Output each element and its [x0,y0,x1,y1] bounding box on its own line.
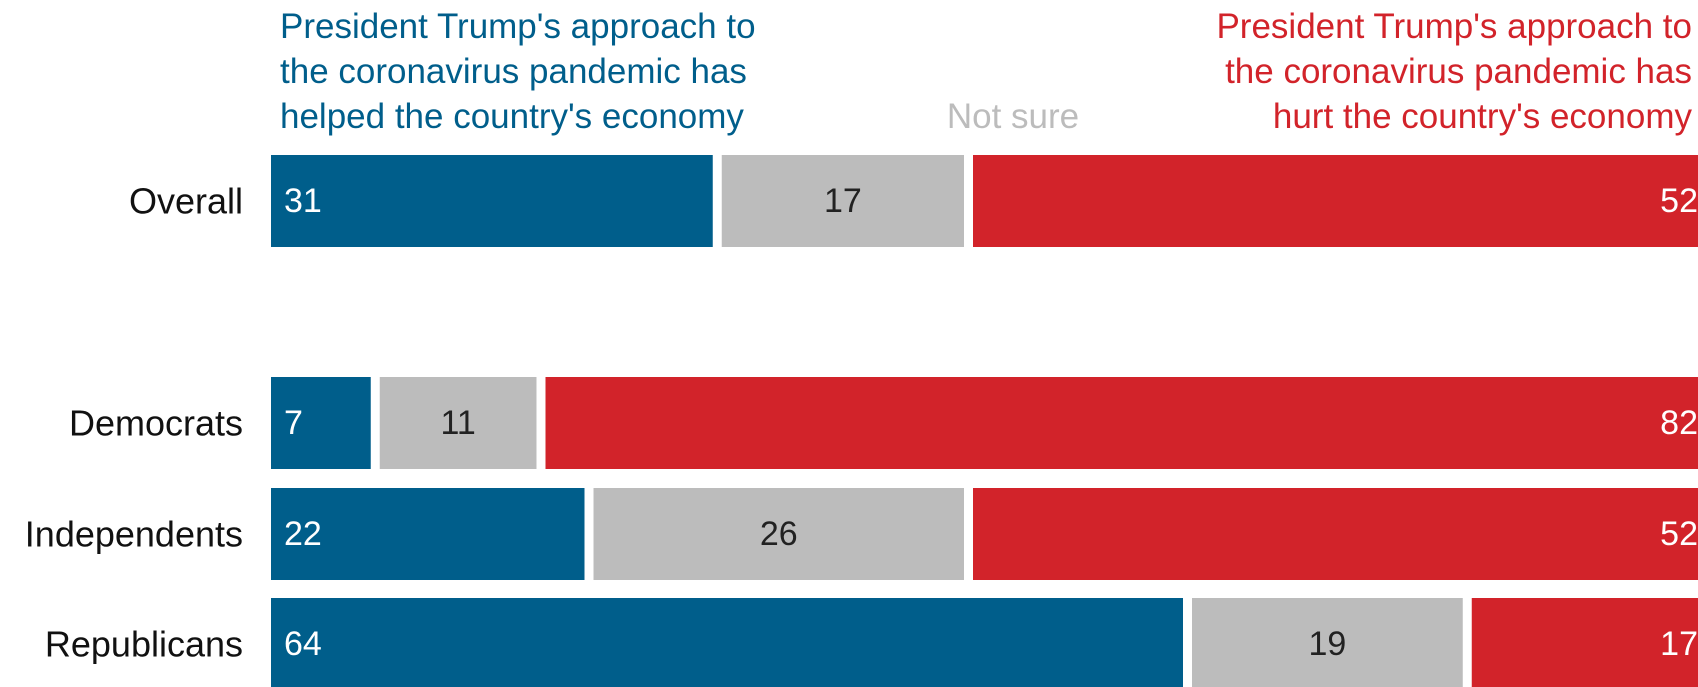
legend-helped: President Trump's approach to the corona… [280,4,840,139]
category-label-overall: Overall [129,181,243,222]
bar-republicans-series-1 [1192,598,1463,687]
legend-hurt-line-1: President Trump's approach to [1216,7,1692,46]
bar-democrats-series-2 [545,377,1698,469]
value-label-democrats-series-0: 7 [284,404,303,442]
bar-democrats-series-0 [271,377,371,469]
value-label-independents-series-0: 22 [284,515,322,553]
value-label-republicans-series-0: 64 [284,625,322,663]
legend-helped-line-3: helped the country's economy [280,97,744,136]
bar-republicans-series-0 [271,598,1183,687]
bar-independents-series-2 [973,488,1698,580]
value-label-overall-series-0: 31 [284,182,322,220]
bar-democrats-series-1 [379,377,537,469]
value-label-republicans-series-1: 19 [1308,625,1346,663]
bar-independents-series-0 [271,488,585,580]
bar-republicans-series-2 [1471,598,1698,687]
legend-helped-line-1: President Trump's approach to [280,7,756,46]
legend-hurt: President Trump's approach to the corona… [1132,4,1692,139]
value-label-overall-series-2: 52 [1660,182,1698,220]
legend-not-sure: Not sure [918,94,1108,139]
value-label-independents-series-1: 26 [760,515,798,553]
legend-not-sure-line: Not sure [946,97,1080,136]
category-label-independents: Independents [25,514,243,555]
bar-independents-series-1 [593,488,964,580]
legend-helped-line-2: the coronavirus pandemic has [280,52,747,91]
bar-overall-series-0 [271,155,713,247]
value-label-independents-series-2: 52 [1660,515,1698,553]
value-label-democrats-series-1: 11 [440,404,475,442]
category-label-democrats: Democrats [69,403,243,444]
legend-hurt-line-2: the coronavirus pandemic has [1225,52,1692,91]
value-label-overall-series-1: 17 [824,182,862,220]
bar-overall-series-2 [973,155,1698,247]
bar-overall-series-1 [721,155,964,247]
category-label-republicans: Republicans [45,624,243,665]
value-label-democrats-series-2: 82 [1660,404,1698,442]
legend-hurt-line-3: hurt the country's economy [1272,97,1692,136]
value-label-republicans-series-2: 17 [1660,625,1698,663]
